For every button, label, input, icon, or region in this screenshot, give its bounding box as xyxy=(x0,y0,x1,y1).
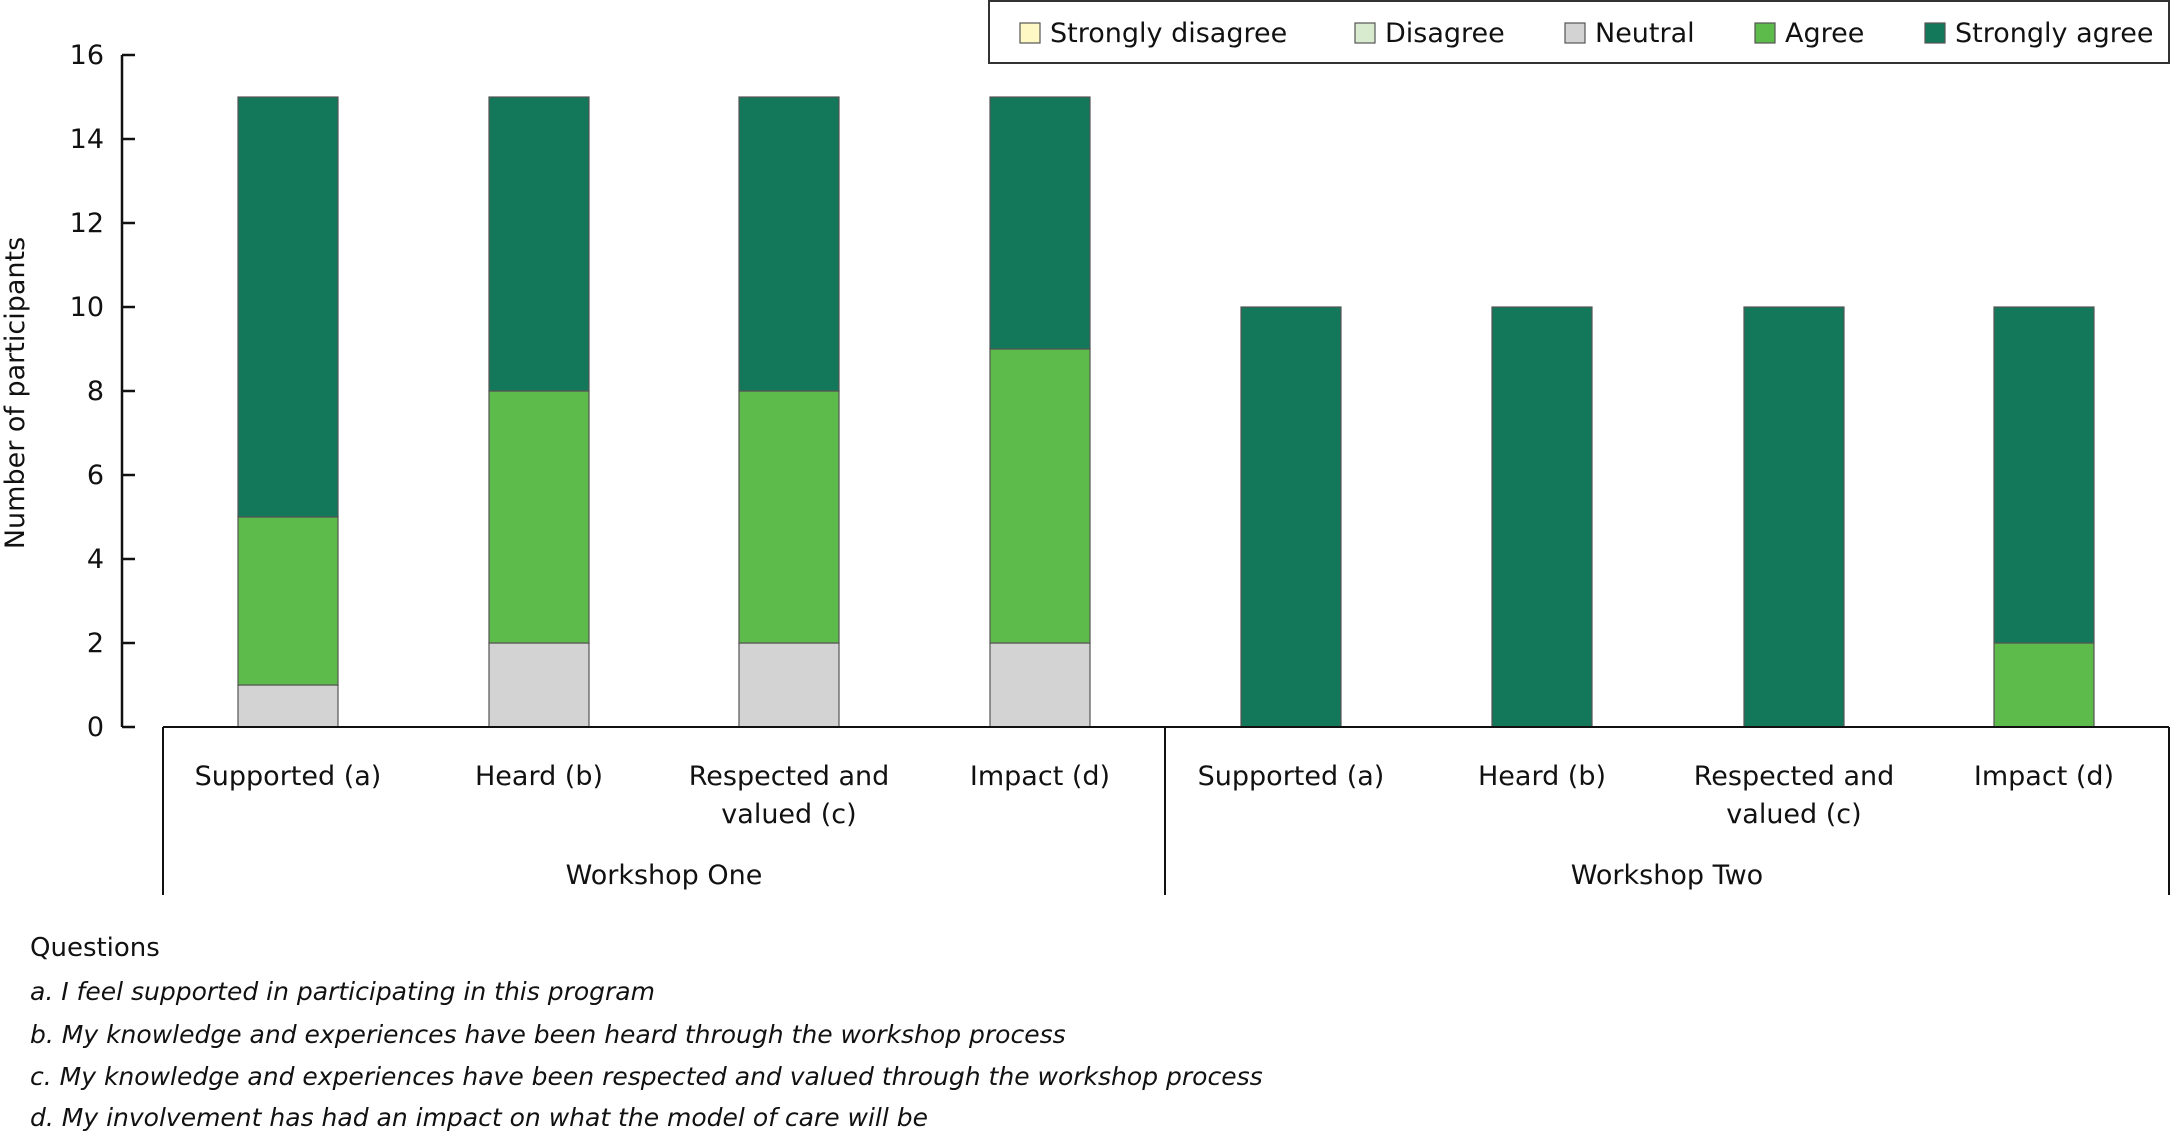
question-d: d. My involvement has had an impact on w… xyxy=(30,1103,929,1132)
y-axis-label: Number of participants xyxy=(0,237,31,549)
question-c: c. My knowledge and experiences have bee… xyxy=(30,1062,1263,1091)
legend-swatch-disagree xyxy=(1354,22,1376,44)
y-tick-label: 10 xyxy=(70,292,104,323)
y-tick-label: 16 xyxy=(70,40,104,71)
category-label: Supported (a) xyxy=(1198,761,1385,792)
bar-segment-neutral xyxy=(738,642,840,728)
legend: Strongly disagree Disagree Neutral Agree Str… xyxy=(988,0,2170,64)
bar-segment-strongly-agree xyxy=(237,96,339,518)
questions-heading: Questions xyxy=(30,933,160,963)
bar-segment-agree xyxy=(989,348,1091,644)
y-tick-label: 4 xyxy=(87,544,104,575)
bar-segment-strongly-agree xyxy=(488,96,590,392)
bar-segment-agree xyxy=(1993,642,2095,728)
legend-label: Neutral xyxy=(1595,18,1695,49)
stacked-bar-chart: 0 2 4 6 8 10 12 14 16 Number of participants Sup… xyxy=(0,0,2170,895)
y-tick-label: 0 xyxy=(87,712,104,743)
bar-segment-agree xyxy=(738,390,840,644)
bars xyxy=(237,96,2095,728)
y-tick-label: 8 xyxy=(87,376,104,407)
group-label: Workshop One xyxy=(566,860,763,891)
legend-label: Strongly agree xyxy=(1955,18,2153,49)
y-tick-label: 6 xyxy=(87,460,104,491)
bar-segment-agree xyxy=(237,516,339,686)
bar-segment-strongly-agree xyxy=(738,96,840,392)
question-a: a. I feel supported in participating in … xyxy=(30,977,655,1006)
bar-segment-strongly-agree xyxy=(1491,306,1593,728)
category-label: Supported (a) xyxy=(195,761,382,792)
legend-swatch-strongly-agree xyxy=(1924,22,1946,44)
category-label: valued (c) xyxy=(1726,799,1861,830)
category-label: valued (c) xyxy=(721,799,856,830)
category-axis: Supported (a) Heard (b) Respected and value… xyxy=(162,726,2170,895)
legend-swatch-agree xyxy=(1754,22,1776,44)
bar-segment-strongly-agree xyxy=(1743,306,1845,728)
bar-segment-agree xyxy=(488,390,590,644)
bar-segment-neutral xyxy=(488,642,590,728)
y-tick-label: 2 xyxy=(87,628,104,659)
category-label: Respected and xyxy=(1694,761,1895,792)
legend-label: Strongly disagree xyxy=(1050,18,1287,49)
group-label: Workshop Two xyxy=(1571,860,1763,891)
bar-segment-strongly-agree xyxy=(1240,306,1342,728)
category-label: Impact (d) xyxy=(1974,761,2114,792)
bar-segment-strongly-agree xyxy=(989,96,1091,350)
y-axis: 0 2 4 6 8 10 12 14 16 xyxy=(70,40,135,743)
category-label: Heard (b) xyxy=(475,761,603,792)
category-label: Impact (d) xyxy=(970,761,1110,792)
y-tick-label: 14 xyxy=(70,124,104,155)
category-label: Heard (b) xyxy=(1478,761,1606,792)
bar-segment-neutral xyxy=(237,684,339,728)
bar-segment-neutral xyxy=(989,642,1091,728)
category-label: Respected and xyxy=(689,761,890,792)
legend-label: Agree xyxy=(1785,18,1864,49)
legend-swatch-neutral xyxy=(1564,22,1586,44)
y-tick-label: 12 xyxy=(70,208,104,239)
legend-swatch-strongly-disagree xyxy=(1019,22,1041,44)
bar-segment-strongly-agree xyxy=(1993,306,2095,644)
legend-label: Disagree xyxy=(1385,18,1505,49)
question-b: b. My knowledge and experiences have bee… xyxy=(30,1020,1066,1049)
